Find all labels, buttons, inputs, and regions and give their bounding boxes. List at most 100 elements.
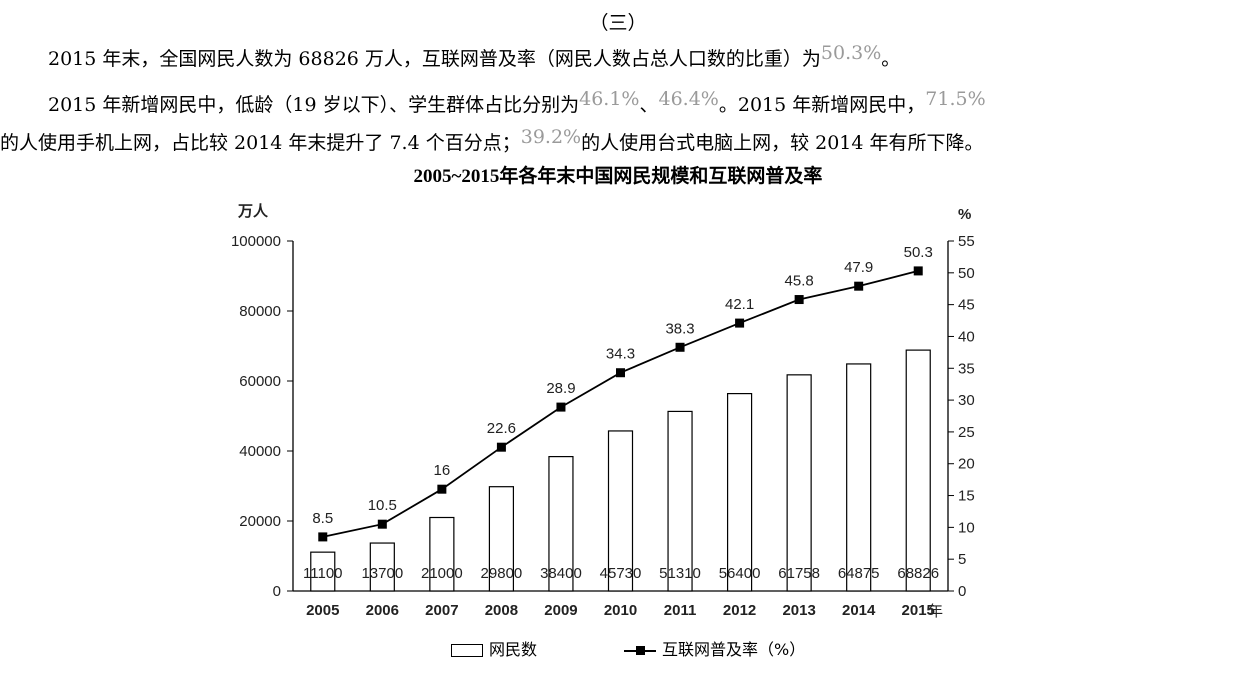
right-tick-label: 30 [958,392,975,409]
bar-value-label: 11100 [303,565,343,582]
right-tick-label: 0 [958,583,966,600]
right-tick-label: 45 [958,297,975,314]
legend-item-line: 互联网普及率（%） [624,636,805,660]
right-tick-label: 20 [958,456,975,473]
bar-value-label: 56400 [719,565,761,582]
line-value-label: 22.6 [487,420,516,437]
x-tick-label: 2007 [425,602,458,619]
right-tick-label: 5 [958,551,966,568]
left-tick-label: 80000 [239,303,281,320]
bar-value-label: 61758 [778,565,820,582]
legend-bar-label: 网民数 [489,640,538,659]
bar-value-label: 51310 [659,565,701,582]
line-value-label: 38.3 [665,320,694,337]
x-axis-title: 年 [928,603,943,620]
bar-value-label: 21000 [421,565,463,582]
line-point [377,519,387,529]
bar [488,486,515,592]
p2-text-b: 。2015 年新增网民中， [718,94,926,116]
x-tick-label: 2006 [366,602,399,619]
line-point [496,442,506,452]
legend-line-swatch [624,645,656,656]
left-tick-label: 60000 [239,373,281,390]
line-point [675,342,685,352]
line-point [794,295,804,305]
left-tick-label: 0 [273,583,281,600]
bar [429,516,455,592]
right-axis-title: % [958,206,971,223]
line-value-label: 34.3 [606,346,635,363]
x-tick-label: 2012 [723,602,756,619]
bar-value-label: 13700 [361,565,403,582]
left-axis-title: 万人 [237,203,269,220]
bar [846,363,872,592]
paragraph-2: 2015 年新增网民中，低龄（19 岁以下）、学生群体占比分别为46.1%、46… [0,88,1236,117]
line-value-label: 28.9 [546,380,575,397]
x-tick-label: 2014 [842,602,876,619]
bar-value-label: 68826 [897,565,939,582]
x-tick-label: 2011 [664,602,697,619]
right-tick-label: 25 [958,424,975,441]
line-value-label: 47.9 [844,259,873,276]
p1-text: 2015 年末，全国网民人数为 68826 万人，互联网普及率（网民人数占总人口… [48,48,821,70]
p2-highlight-2: 46.4% [658,88,719,110]
p2-text-a: 2015 年新增网民中，低龄（19 岁以下）、学生群体占比分别为 [48,94,580,116]
x-tick-label: 2005 [306,602,339,619]
bar-value-label: 29800 [481,565,523,582]
line-value-label: 50.3 [904,244,933,261]
left-tick-label: 100000 [231,233,281,250]
line-value-label: 10.5 [368,497,397,514]
line-value-label: 16 [434,462,451,479]
line-value-label: 45.8 [785,273,814,290]
line-point [318,532,328,542]
bar [607,430,634,592]
x-tick-label: 2015 [902,602,935,619]
p2-highlight-3: 71.5% [925,88,986,110]
line-point [854,281,864,291]
right-tick-label: 55 [958,233,975,250]
section-heading: （三） [589,12,647,34]
legend-line-label: 互联网普及率（%） [662,640,806,659]
left-tick-label: 40000 [239,443,281,460]
bar-value-label: 45730 [600,565,642,582]
line-point [556,402,566,412]
p2-sep: 、 [639,94,659,116]
left-tick-label: 20000 [239,513,281,530]
p3-highlight: 39.2% [520,126,582,148]
paragraph-1: 2015 年末，全国网民人数为 68826 万人，互联网普及率（网民人数占总人口… [0,42,1236,71]
p1-highlight: 50.3% [820,42,882,64]
right-tick-label: 40 [958,328,975,345]
p2-highlight-1: 46.1% [579,88,640,110]
bar [548,456,574,592]
bar-value-label: 64875 [838,565,880,582]
p3-text-b: 的人使用台式电脑上网，较 2014 年有所下降。 [581,132,984,154]
line-value-label: 8.5 [312,510,333,527]
bar [726,393,753,592]
line-point [437,484,447,494]
bar [667,410,693,592]
right-tick-label: 15 [958,488,975,505]
paragraph-3: 的人使用手机上网，占比较 2014 年末提升了 7.4 个百分点；39.2%的人… [0,126,1236,155]
right-tick-label: 35 [958,360,975,377]
p3-text-a: 的人使用手机上网，占比较 2014 年末提升了 7.4 个百分点； [0,132,521,154]
x-tick-label: 2010 [604,602,637,619]
bar [905,349,931,592]
line-point [735,318,745,328]
x-tick-label: 2009 [544,602,577,619]
bar-value-label: 38400 [540,565,582,582]
bar [369,542,395,592]
bar [310,551,336,592]
legend-bar-swatch [451,644,483,657]
bar [786,374,812,592]
right-tick-label: 50 [958,265,975,282]
line-point [616,368,625,378]
line-point [913,266,923,276]
line-value-label: 42.1 [725,296,754,313]
right-tick-label: 10 [958,519,975,536]
p1-end: 。 [881,48,901,70]
legend-item-bars: 网民数 [451,636,537,660]
x-tick-label: 2008 [485,602,518,619]
x-tick-label: 2013 [782,602,815,619]
chart-title: 2005~2015年各年末中国网民规模和互联网普及率 [413,166,823,187]
